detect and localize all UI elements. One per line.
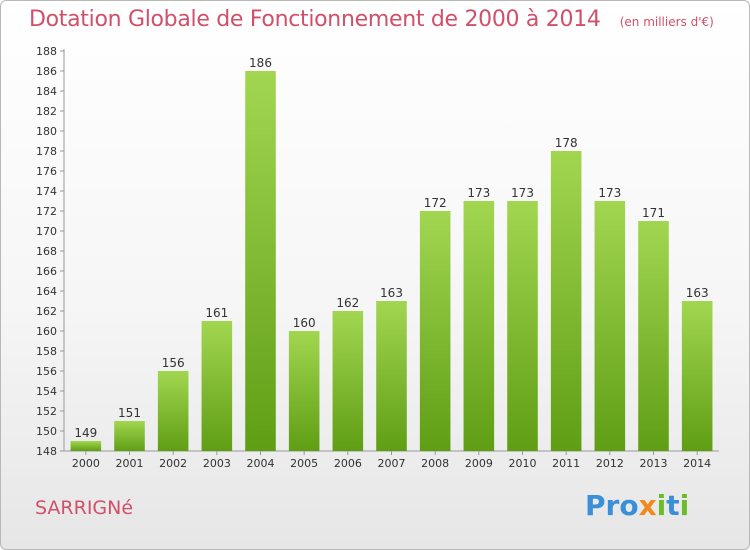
value-label-2009: 173 [467, 186, 490, 200]
y-tick-label: 150 [36, 425, 57, 438]
x-tick-label: 2009 [465, 457, 493, 470]
y-tick-label: 148 [36, 445, 57, 458]
x-tick-label: 2013 [640, 457, 668, 470]
bar-2005[interactable] [288, 331, 320, 451]
value-label-2006: 162 [336, 296, 359, 310]
bar-2012[interactable] [594, 201, 626, 451]
value-label-2005: 160 [293, 316, 316, 330]
y-tick-label: 174 [36, 185, 57, 198]
bar-2011[interactable] [550, 151, 582, 451]
y-tick-label: 188 [36, 45, 57, 58]
value-label-2012: 173 [598, 186, 621, 200]
value-label-2010: 173 [511, 186, 534, 200]
y-tick-label: 184 [36, 85, 57, 98]
y-tick-label: 164 [36, 285, 57, 298]
axes: 1481501521541561581601621641661681701721… [36, 45, 719, 470]
chart-subtitle: (en milliers d'€) [619, 15, 714, 29]
y-tick-label: 162 [36, 305, 57, 318]
y-tick-label: 176 [36, 165, 57, 178]
x-tick-label: 2008 [421, 457, 449, 470]
bar-2009[interactable] [463, 201, 495, 451]
y-tick-label: 182 [36, 105, 57, 118]
bar-2013[interactable] [638, 221, 669, 451]
x-tick-label: 2014 [683, 457, 711, 470]
bar-2014[interactable] [681, 301, 713, 451]
y-tick-label: 186 [36, 65, 57, 78]
bar-2007[interactable] [376, 301, 407, 451]
y-tick-label: 152 [36, 405, 57, 418]
y-tick-label: 158 [36, 345, 57, 358]
proxiti-logo[interactable]: Proxiti [585, 489, 690, 522]
value-label-2008: 172 [424, 196, 447, 210]
value-label-2000: 149 [74, 426, 97, 440]
x-tick-label: 2011 [552, 457, 580, 470]
bar-2000[interactable] [70, 441, 102, 451]
bar-2001[interactable] [114, 421, 145, 451]
y-tick-label: 170 [36, 225, 57, 238]
value-labels: 149 151 156 161 186 160 162 163 172 173 173 178 173 1… [74, 56, 708, 440]
y-tick-label: 166 [36, 265, 57, 278]
x-tick-label: 2004 [247, 457, 275, 470]
bar-2003[interactable] [201, 321, 233, 451]
value-label-2011: 178 [555, 136, 578, 150]
y-tick-label: 154 [36, 385, 57, 398]
value-label-2001: 151 [118, 406, 141, 420]
x-tick-label: 2010 [509, 457, 537, 470]
bar-2010[interactable] [507, 201, 538, 451]
bar-2002[interactable] [157, 371, 189, 451]
bar-2006[interactable] [332, 311, 364, 451]
value-label-2014: 163 [686, 286, 709, 300]
y-tick-label: 172 [36, 205, 57, 218]
x-tick-label: 2001 [116, 457, 144, 470]
title-row: Dotation Globale de Fonctionnement de 20… [29, 7, 714, 32]
value-label-2002: 156 [162, 356, 185, 370]
value-label-2013: 171 [642, 206, 665, 220]
x-tick-label: 2012 [596, 457, 624, 470]
x-tick-label: 2005 [290, 457, 318, 470]
commune-name: SARRIGNé [35, 497, 134, 519]
chart-title: Dotation Globale de Fonctionnement de 20… [29, 7, 601, 32]
value-label-2007: 163 [380, 286, 403, 300]
x-tick-label: 2006 [334, 457, 362, 470]
y-tick-label: 156 [36, 365, 57, 378]
x-tick-label: 2007 [378, 457, 406, 470]
value-label-2004: 186 [249, 56, 272, 70]
x-tick-label: 2002 [159, 457, 187, 470]
y-tick-label: 168 [36, 245, 57, 258]
x-tick-label: 2000 [72, 457, 100, 470]
y-tick-label: 180 [36, 125, 57, 138]
y-tick-label: 160 [36, 325, 57, 338]
bar-2004[interactable] [245, 71, 276, 451]
x-tick-label: 2003 [203, 457, 231, 470]
bars [70, 71, 713, 451]
bar-2008[interactable] [419, 211, 451, 451]
value-label-2003: 161 [205, 306, 228, 320]
y-tick-label: 178 [36, 145, 57, 158]
